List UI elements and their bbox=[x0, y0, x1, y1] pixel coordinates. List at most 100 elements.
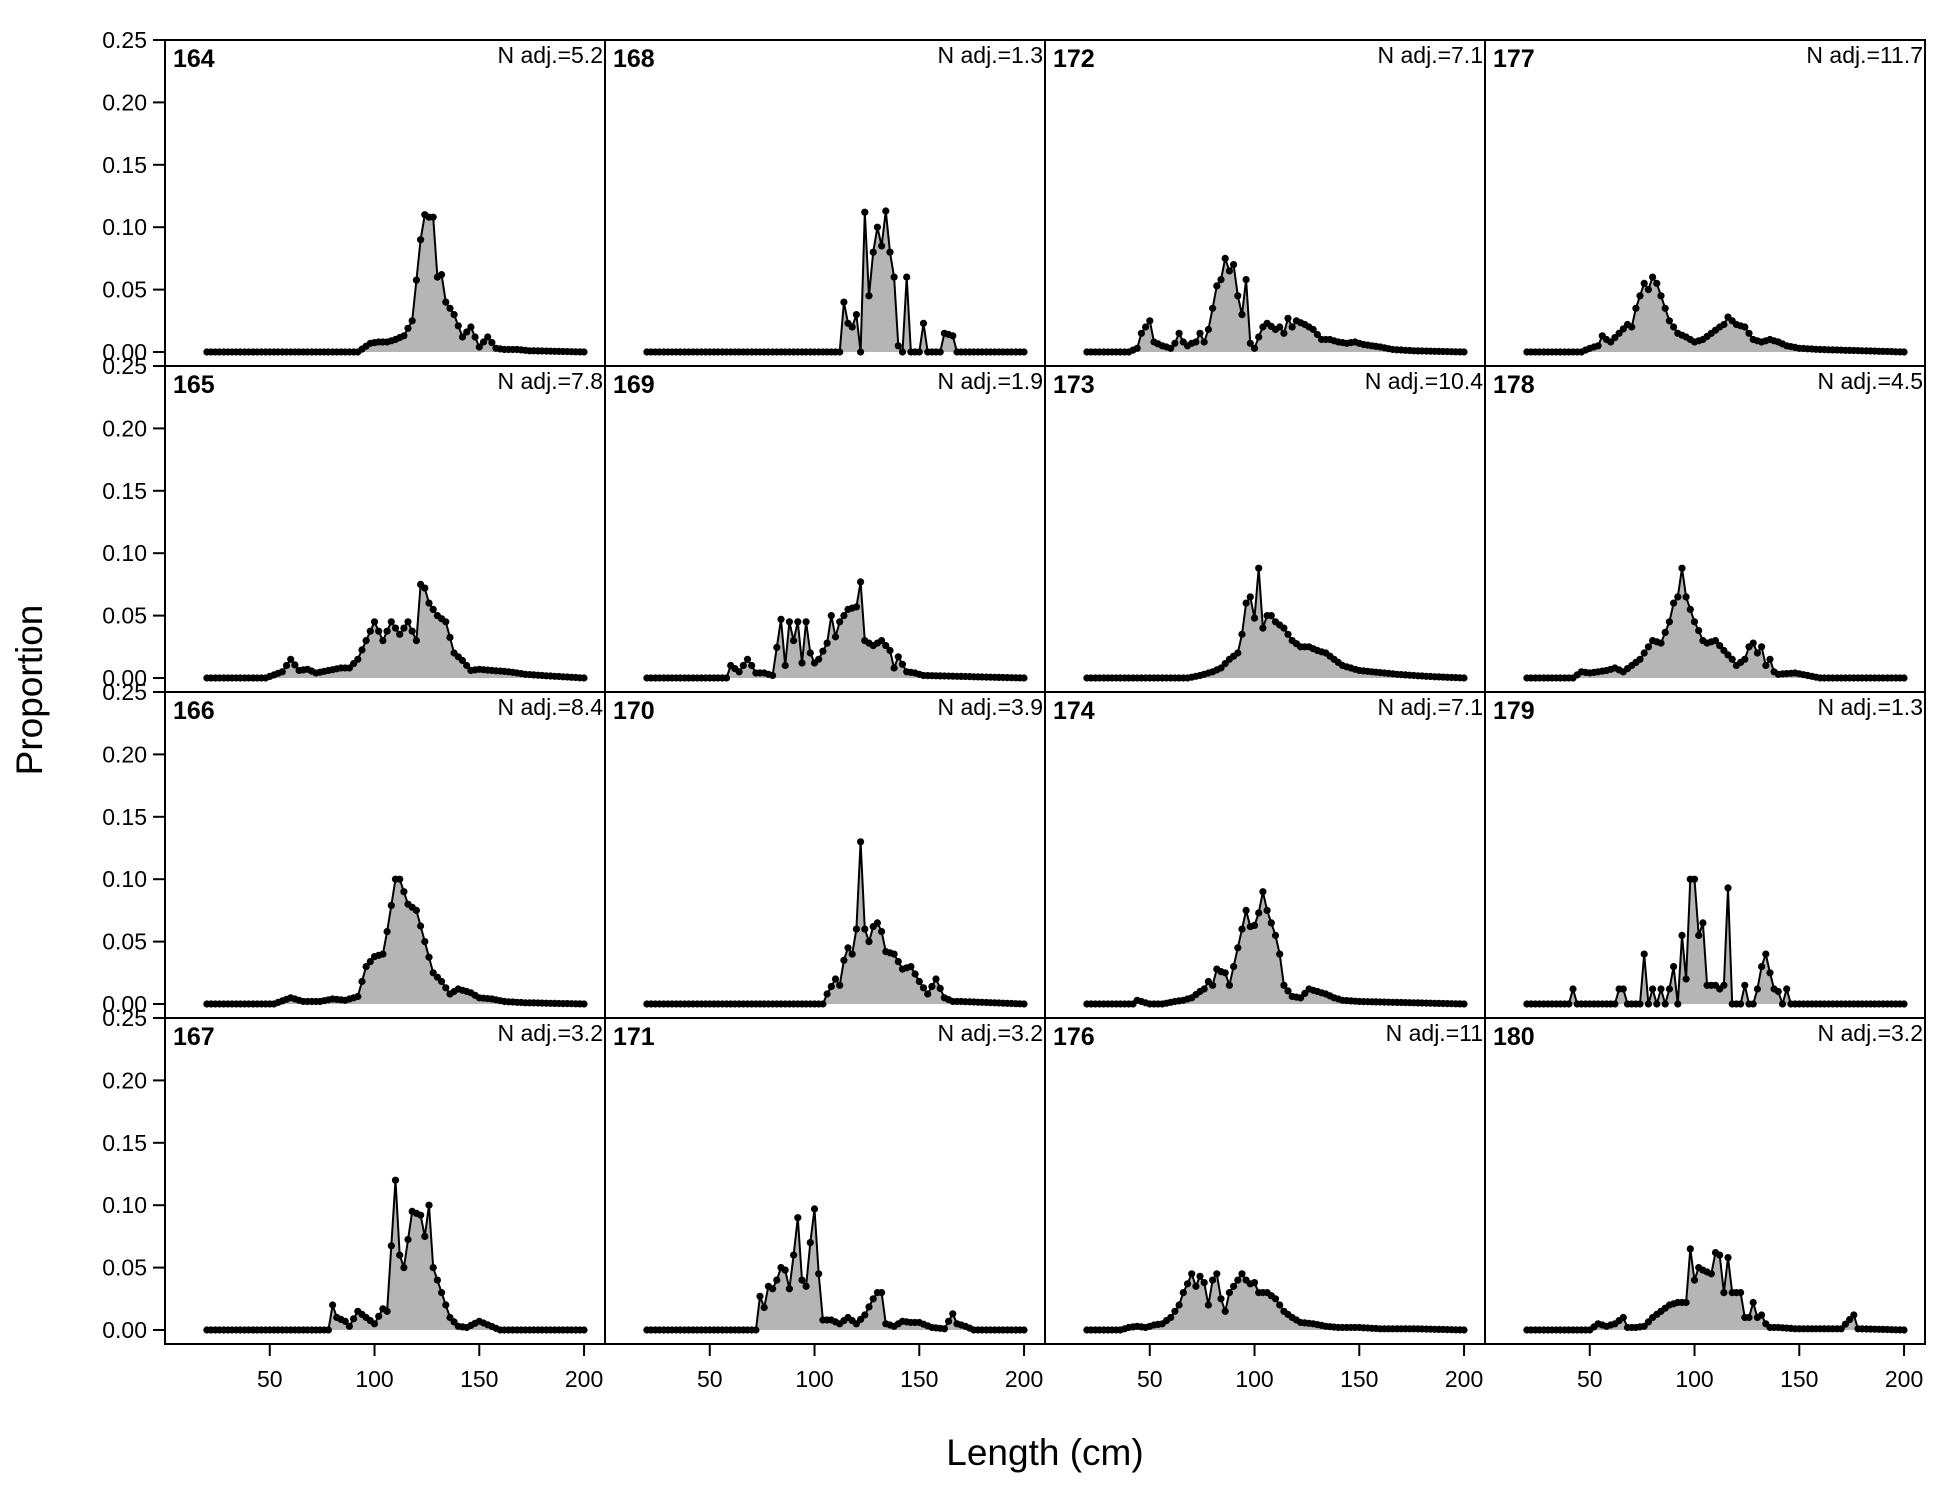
panel-164-point bbox=[488, 339, 496, 347]
panel-171-point bbox=[760, 1303, 768, 1312]
panel-171-point bbox=[945, 1317, 953, 1325]
x-axis-title: Length (cm) bbox=[946, 1432, 1143, 1473]
x-tick-label: 50 bbox=[1137, 1366, 1163, 1392]
panel-178-point bbox=[1728, 655, 1736, 663]
panel-170-point bbox=[890, 950, 898, 958]
panel-179-point bbox=[1636, 1000, 1644, 1008]
panel-167-point bbox=[421, 1232, 429, 1240]
panel-167-point bbox=[417, 1211, 425, 1219]
panel-165-n-adj: N adj.=7.8 bbox=[498, 368, 604, 394]
panel-172-point bbox=[1200, 338, 1208, 346]
panel-177-area bbox=[1526, 277, 1905, 352]
panel-172-point bbox=[1167, 344, 1175, 352]
panel-179-point bbox=[1611, 1000, 1619, 1008]
panel-167-point bbox=[370, 1320, 379, 1328]
panel-167-point bbox=[345, 1322, 353, 1330]
panel-169-point bbox=[739, 661, 747, 670]
x-tick-label: 100 bbox=[355, 1366, 393, 1392]
panel-177-point bbox=[1741, 323, 1749, 331]
panel-179-point bbox=[1674, 1000, 1682, 1008]
panel-180-point bbox=[1690, 1276, 1699, 1284]
panel-180-point bbox=[1745, 1313, 1753, 1322]
panel-178-point bbox=[1670, 599, 1678, 607]
panel-179-point bbox=[1569, 985, 1577, 993]
panel-170-point bbox=[915, 977, 923, 986]
panel-167-point bbox=[383, 1307, 391, 1315]
panel-171-point bbox=[781, 1266, 789, 1274]
panel-176-point bbox=[1250, 1279, 1259, 1287]
panel-164: 164 N adj.=5.2 bbox=[164, 39, 606, 367]
y-tick-label: 0.00 bbox=[102, 991, 147, 1017]
panel-164-frame bbox=[164, 39, 606, 367]
panel-172-point bbox=[1288, 323, 1296, 331]
panel-169-label: 169 bbox=[613, 371, 655, 399]
panel-164-point bbox=[412, 276, 420, 284]
panel-178-point bbox=[1762, 661, 1770, 670]
panel-169-point bbox=[836, 618, 844, 626]
y-tick-label: 0.20 bbox=[102, 741, 147, 767]
panel-171-point bbox=[878, 1289, 886, 1297]
panel-165-point bbox=[287, 655, 295, 663]
panel-177-point bbox=[1720, 320, 1728, 329]
panel-176-point bbox=[1234, 1276, 1242, 1284]
x-tick-label: 50 bbox=[697, 1366, 723, 1392]
panel-164-point bbox=[429, 213, 437, 221]
panel-172-point bbox=[1238, 311, 1246, 319]
panel-178-point bbox=[1753, 649, 1761, 657]
panel-180-frame bbox=[1484, 1017, 1926, 1345]
panel-165-point bbox=[396, 630, 404, 638]
panel-171-point bbox=[810, 1205, 819, 1213]
panel-168-point bbox=[836, 348, 844, 356]
panel-180-point bbox=[1724, 1254, 1732, 1262]
panel-180-point bbox=[1720, 1289, 1728, 1297]
panel-170-point bbox=[894, 958, 902, 966]
panel-164-point bbox=[484, 333, 492, 341]
panel-180-point bbox=[1737, 1289, 1745, 1297]
y-tick-label: 0.05 bbox=[102, 603, 147, 629]
panel-176-n-adj: N adj.=11 bbox=[1386, 1020, 1483, 1046]
panel-179-point bbox=[1724, 884, 1732, 892]
panel-165-point bbox=[391, 624, 400, 632]
y-tick-label: 0.25 bbox=[102, 1005, 147, 1031]
x-tick-label: 200 bbox=[1885, 1366, 1923, 1392]
panel-176-point bbox=[1192, 1282, 1200, 1290]
panel-168-point bbox=[878, 242, 886, 250]
panel-179-point bbox=[1644, 1000, 1652, 1008]
panel-177-n-adj: N adj.=11.7 bbox=[1806, 42, 1923, 68]
panel-173: 173 N adj.=10.4 bbox=[1044, 365, 1486, 693]
panel-179-point bbox=[1758, 963, 1766, 971]
panel-166-point bbox=[580, 1000, 588, 1008]
panel-171-point bbox=[790, 1251, 798, 1259]
panel-164-point bbox=[458, 333, 467, 341]
panel-167-point bbox=[433, 1276, 441, 1284]
panel-166-point bbox=[366, 958, 374, 966]
panel-172-point bbox=[1213, 282, 1221, 290]
panel-168-point bbox=[898, 348, 907, 356]
panel-177-point bbox=[1649, 273, 1657, 281]
panel-165-point bbox=[370, 618, 379, 626]
panel-177: 177 N adj.=11.7 bbox=[1484, 39, 1926, 367]
panel-176-point bbox=[1188, 1270, 1196, 1278]
panel-176-point bbox=[1276, 1301, 1284, 1309]
panel-165-point bbox=[278, 668, 286, 676]
y-axis-title: Proportion bbox=[9, 605, 50, 776]
panel-166-point bbox=[442, 984, 450, 992]
panel-171-point bbox=[756, 1292, 764, 1300]
panel-172-frame bbox=[1044, 39, 1486, 367]
y-tick-label: 0.10 bbox=[102, 1192, 147, 1218]
y-axis-row-4: 0.00 0.05 0.10 0.15 0.20 0.25 bbox=[102, 1005, 165, 1343]
panel-179-label: 179 bbox=[1493, 697, 1535, 725]
panel-177-point bbox=[1745, 329, 1753, 337]
panel-167-label: 167 bbox=[173, 1023, 215, 1051]
x-axis-col-4: 50 100 150 200 bbox=[1577, 1344, 1923, 1392]
panel-170-point bbox=[819, 1000, 827, 1008]
panel-178-point bbox=[1640, 649, 1648, 657]
panel-177-label: 177 bbox=[1493, 45, 1535, 73]
panel-179-point bbox=[1720, 981, 1728, 989]
panel-179-point bbox=[1783, 985, 1791, 993]
panel-168-point bbox=[903, 273, 911, 281]
panel-170-point bbox=[873, 919, 882, 927]
panel-180-area bbox=[1526, 1248, 1905, 1330]
